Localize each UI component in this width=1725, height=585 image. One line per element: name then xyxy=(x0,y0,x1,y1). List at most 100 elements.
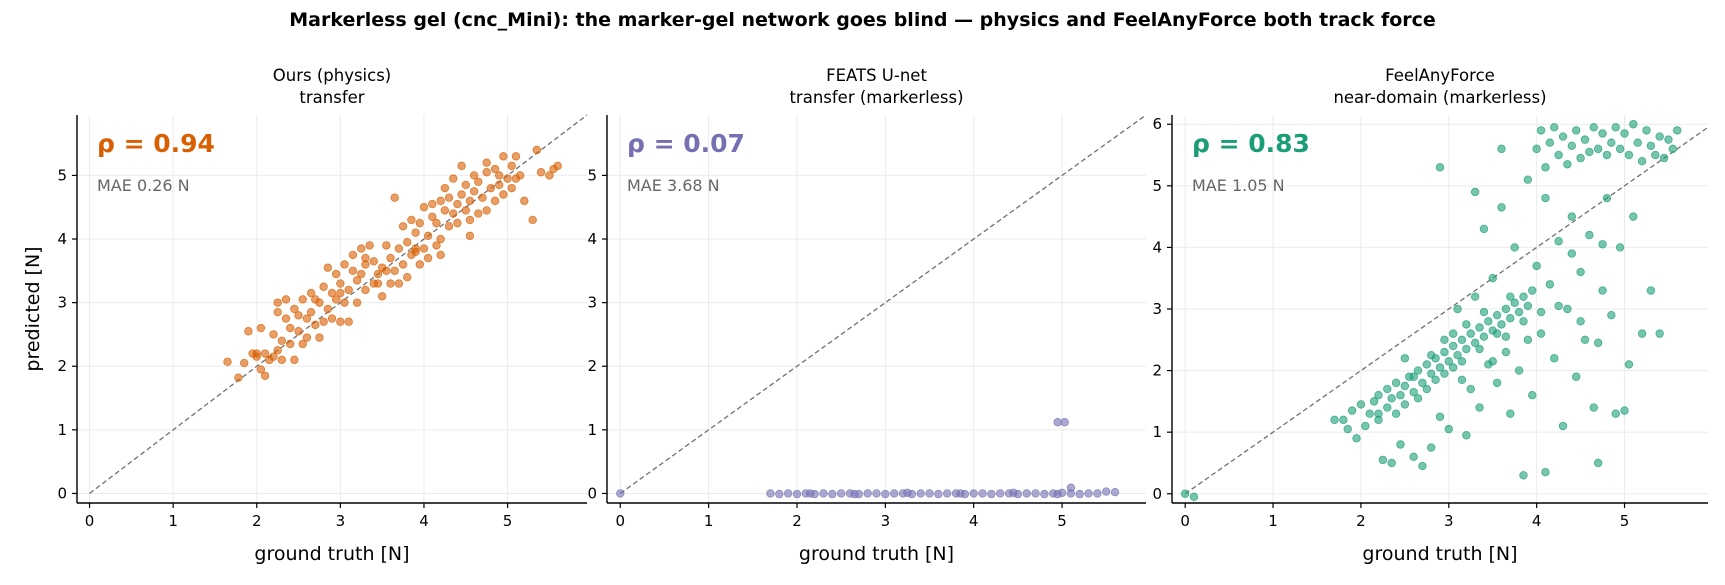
data-point xyxy=(996,489,1005,498)
data-point xyxy=(1409,387,1418,397)
data-point xyxy=(616,489,625,498)
data-point xyxy=(398,260,408,269)
y-tick-label: 4 xyxy=(587,230,597,248)
identity-line xyxy=(89,114,588,494)
data-point xyxy=(298,339,307,349)
data-point xyxy=(1528,286,1537,295)
data-point xyxy=(302,314,312,323)
data-point xyxy=(1567,212,1577,221)
data-point xyxy=(457,190,466,199)
data-point xyxy=(1536,307,1546,317)
data-point xyxy=(872,489,881,498)
data-point xyxy=(294,311,303,320)
data-point xyxy=(1659,153,1669,163)
data-point xyxy=(1497,144,1506,154)
y-tick-label: 5 xyxy=(587,166,597,184)
data-point xyxy=(1519,292,1528,301)
data-point xyxy=(269,330,278,339)
data-point xyxy=(344,317,353,326)
data-point xyxy=(394,244,404,253)
panel-subtitle: transfer xyxy=(299,88,364,107)
data-point xyxy=(1475,403,1484,412)
data-point xyxy=(1646,286,1656,295)
data-point xyxy=(1585,230,1594,240)
data-point xyxy=(482,206,491,215)
data-point xyxy=(1514,307,1524,317)
data-point xyxy=(1602,193,1612,203)
data-point xyxy=(553,161,562,171)
data-point xyxy=(766,489,775,498)
data-point xyxy=(1541,163,1550,172)
data-point xyxy=(352,276,362,285)
data-point xyxy=(469,187,479,196)
data-point xyxy=(1110,487,1120,497)
data-point xyxy=(1510,243,1519,252)
x-tick-label: 0 xyxy=(1180,512,1190,530)
data-point xyxy=(863,489,872,498)
data-point xyxy=(294,327,303,336)
data-point xyxy=(1607,310,1616,320)
data-point xyxy=(1567,141,1577,150)
data-point xyxy=(1462,431,1471,440)
data-point xyxy=(828,489,837,499)
data-point xyxy=(348,250,358,260)
data-point xyxy=(1435,163,1445,172)
y-axis-label: predicted [N] xyxy=(22,246,44,371)
data-point xyxy=(1387,394,1396,403)
data-point xyxy=(465,196,475,206)
data-point xyxy=(1492,329,1502,338)
data-point xyxy=(306,307,316,317)
data-point xyxy=(474,177,483,186)
data-point xyxy=(1519,317,1528,326)
data-point xyxy=(1611,409,1620,418)
data-point xyxy=(453,218,462,228)
data-point xyxy=(1427,443,1436,452)
data-point xyxy=(511,152,521,161)
y-tick-label: 0 xyxy=(587,484,597,502)
identity-line xyxy=(619,114,1147,494)
data-point xyxy=(507,161,516,171)
x-axis-label: ground truth [N] xyxy=(254,543,409,565)
data-point xyxy=(1479,307,1489,317)
data-point xyxy=(1576,267,1585,277)
data-point xyxy=(302,333,312,342)
data-point xyxy=(495,171,504,180)
data-point xyxy=(819,489,828,498)
mae-annotation: MAE 0.26 N xyxy=(97,176,190,195)
data-point xyxy=(382,266,391,276)
data-point xyxy=(428,199,437,209)
data-point xyxy=(482,168,491,177)
data-point xyxy=(1343,424,1352,434)
data-point xyxy=(1615,243,1625,252)
x-tick-label: 2 xyxy=(792,512,802,530)
data-point xyxy=(419,244,429,253)
data-point xyxy=(419,203,429,212)
x-tick-label: 5 xyxy=(503,512,513,530)
panel-subtitle: near-domain (markerless) xyxy=(1333,88,1546,107)
data-point xyxy=(1655,329,1664,338)
data-point xyxy=(1462,344,1471,354)
data-point xyxy=(465,231,475,241)
data-point xyxy=(934,489,943,499)
data-point xyxy=(1466,329,1475,338)
data-point xyxy=(1189,492,1199,502)
data-point xyxy=(428,212,437,221)
data-point xyxy=(277,336,287,346)
data-point xyxy=(1457,357,1467,366)
data-point xyxy=(336,317,345,326)
data-point xyxy=(298,295,307,304)
data-point xyxy=(503,174,512,183)
data-point xyxy=(1646,141,1656,150)
data-point xyxy=(490,164,500,174)
data-point xyxy=(1378,455,1388,465)
data-point xyxy=(1418,461,1427,471)
data-point xyxy=(1102,487,1111,496)
data-point xyxy=(1457,335,1467,344)
data-point xyxy=(436,234,445,244)
data-point xyxy=(240,358,249,368)
data-point xyxy=(1435,412,1445,421)
data-point xyxy=(1550,354,1559,363)
data-point xyxy=(775,489,784,499)
data-point xyxy=(369,257,379,266)
data-point xyxy=(436,196,445,206)
